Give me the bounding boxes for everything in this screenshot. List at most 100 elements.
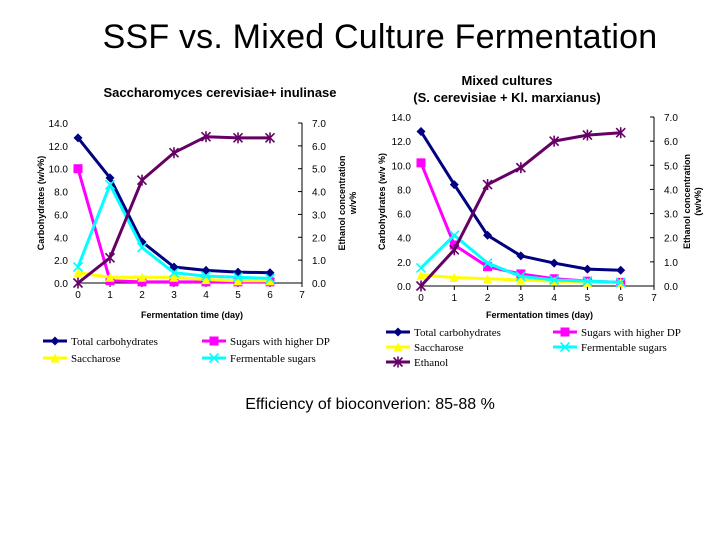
chart-1-legend-sugars-with-higher-dp-marker [209,336,219,346]
chart-2-series-fermentable-sugars-point [582,276,593,287]
chart-1-series-ethanol-point [136,174,148,186]
chart-1-series-fermentable-sugars-point [104,179,116,190]
chart-1-y-right-tick-label: 7.0 [312,119,326,130]
chart-2-series-saccharose-point [416,270,426,280]
chart-1-x-tick-label: 1 [107,290,113,301]
chart-2-legend-ethanol-label: Ethanol [414,357,448,369]
chart-1-series-sugars-with-higher-dp-point [169,277,179,287]
chart-2-x-tick-label: 2 [485,293,491,304]
chart-1-x-tick-label: 3 [171,290,177,301]
chart-2-x-axis-label: Fermentation times (day) [486,310,593,320]
chart-1-series-saccharose-point [265,276,275,286]
chart-1-series-fermentable-sugars-point-stroke-b [72,261,84,273]
chart-2-y-left-tick-label: 0.0 [397,282,411,293]
chart-1-y-left-tick-label: 2.0 [54,256,68,267]
chart-1-legend-saccharose-label: Saccharose [71,353,121,365]
chart-1-series-ethanol-point [104,252,116,264]
chart-1-y-left-tick-label: 4.0 [54,233,68,244]
chart-2-series-fermentable-sugars-point [549,274,560,286]
chart-2-series-total-carbohydrates-point [582,264,592,274]
chart-1-series-ethanol-point [168,147,180,159]
chart-1-series-saccharose-point [233,276,243,286]
chart-1-series-fermentable-sugars-point-stroke-b [200,271,212,282]
chart-1-series-fermentable-sugars-point-stroke-b [136,242,148,253]
chart-2-series-ethanol-point [582,129,593,141]
chart-2-series-total-carbohydrates-point [616,265,626,275]
chart-2-x-tick-label: 1 [452,293,458,304]
chart-1-y-right-tick-label: 2.0 [312,233,326,244]
chart-1-legend-total-carbohydrates-marker [50,336,60,346]
chart-1-y-right-tick-label: 4.0 [312,188,326,199]
chart-1-series-total-carbohydrates-point [233,267,243,277]
chart-2-legend-fermentable-sugars-marker-stroke-b [559,341,571,353]
chart-1-x-tick-label: 7 [299,290,305,301]
chart-1-legend-fermentable-sugars-marker-stroke-b [208,352,220,364]
chart-1-series-saccharose-point [73,268,83,278]
chart-2-y-right-tick-label: 0.0 [664,282,678,293]
chart-2-series-total-carbohydrates-point [483,230,493,240]
chart-1-series-saccharose-point [105,272,115,282]
chart-2-series-fermentable-sugars-point [415,262,427,273]
chart-2-series-fermentable-sugars-point-stroke-b [415,262,427,273]
chart-2-y-right-axis-label: Ethanol concentration(w/v%) [682,154,703,249]
chart-2-series-ethanol-point [515,162,526,174]
chart-2-title: Mixed cultures (S. cerevisiae + Kl. marxi… [413,73,601,105]
chart-1-series-fermentable-sugars-point [200,271,212,282]
chart-1-series-total-carbohydrates-point [201,265,211,275]
chart-2-legend-saccharose-marker [393,342,403,352]
chart-2-series-fermentable-sugars-point [449,230,460,241]
chart-1-y-left-tick-label: 12.0 [49,142,69,153]
chart-2-y-left-tick-label: 12.0 [392,137,412,148]
chart-2-y-right-tick-label: 5.0 [664,161,678,172]
chart-2-series-sugars-with-higher-dp-point [483,262,493,272]
chart-1-series-fermentable-sugars-point-stroke-b [168,267,180,278]
chart-1-y-right-tick-label: 3.0 [312,210,326,221]
chart-2-series-fermentable-sugars-point [482,257,493,269]
chart-1-legend-sugars-with-higher-dp-label: Sugars with higher DP [230,336,330,348]
chart-2-series-fermentable-sugars-point-stroke-b [482,257,493,269]
chart-2-series-ethanol-point [449,244,460,256]
chart-1-series-ethanol-point [232,132,244,144]
chart-1-series-sugars-with-higher-dp-point [73,164,83,174]
chart-2-series-fermentable-sugars-point-stroke-b [549,274,560,286]
chart-2-series-total-carbohydrates-point [549,258,559,268]
chart-2-series-fermentable-sugars-point-stroke-b [515,271,526,282]
chart-2-series-ethanol-point [615,127,626,139]
chart-1-series-total-carbohydrates-point [73,133,83,143]
chart-1-x-tick-label: 0 [75,290,81,301]
chart-1-x-tick-label: 6 [267,290,273,301]
chart-2-series-sugars-with-higher-dp-point [416,158,426,168]
chart-2-y-right-tick-label: 3.0 [664,210,678,221]
chart-2-legend-ethanol-marker [392,356,404,368]
chart-2-series-fermentable-sugars-point-stroke-b [615,277,626,288]
chart-2-y-left-tick-label: 8.0 [397,185,411,196]
chart-1-x-tick-label: 2 [139,290,145,301]
chart-2-y-left-tick-label: 14.0 [392,113,412,124]
slide-title: SSF vs. Mixed Culture Fermentation [102,18,658,56]
chart-2-legend-total-carbohydrates-marker [393,327,403,337]
chart-1-y-left-tick-label: 14.0 [49,119,69,130]
chart-2-x-tick-label: 4 [551,293,557,304]
chart-1-y-right-tick-label: 1.0 [312,256,326,267]
chart-2-legend-sugars-with-higher-dp-marker [560,327,570,337]
chart-1-series-fermentable-sugars-point-stroke-b [232,272,244,283]
chart-2-legend-sugars-with-higher-dp-label: Sugars with higher DP [581,327,681,339]
chart-1-y-right-tick-label: 5.0 [312,165,326,176]
chart-2-legend-fermentable-sugars-label: Fermentable sugars [581,342,667,354]
chart-1-y-left-tick-label: 6.0 [54,210,68,221]
chart-2-y-right-tick-label: 6.0 [664,137,678,148]
chart-1-x-tick-label: 5 [235,290,241,301]
chart-1-y-right-tick-label: 6.0 [312,142,326,153]
chart-1-title: Saccharomyces cerevisiae+ inulinase [103,85,336,100]
chart-2-legend-fermentable-sugars-marker [559,341,571,353]
chart-1-series-total-carbohydrates-point [265,268,275,278]
chart-1-series-fermentable-sugars-point-stroke-b [104,179,116,190]
chart-2-y-left-tick-label: 4.0 [397,234,411,245]
chart-2-series-fermentable-sugars-point [615,277,626,288]
chart-1-x-tick-label: 4 [203,290,209,301]
chart-1-series-saccharose-point [169,272,179,282]
chart-2-x-tick-label: 0 [418,293,424,304]
chart-2-x-tick-label: 6 [618,293,624,304]
chart-2-title-line-2: (S. cerevisiae + Kl. marxianus) [413,90,601,105]
chart-2-y-right-axis-label-line-1: Ethanol concentration [682,154,692,249]
